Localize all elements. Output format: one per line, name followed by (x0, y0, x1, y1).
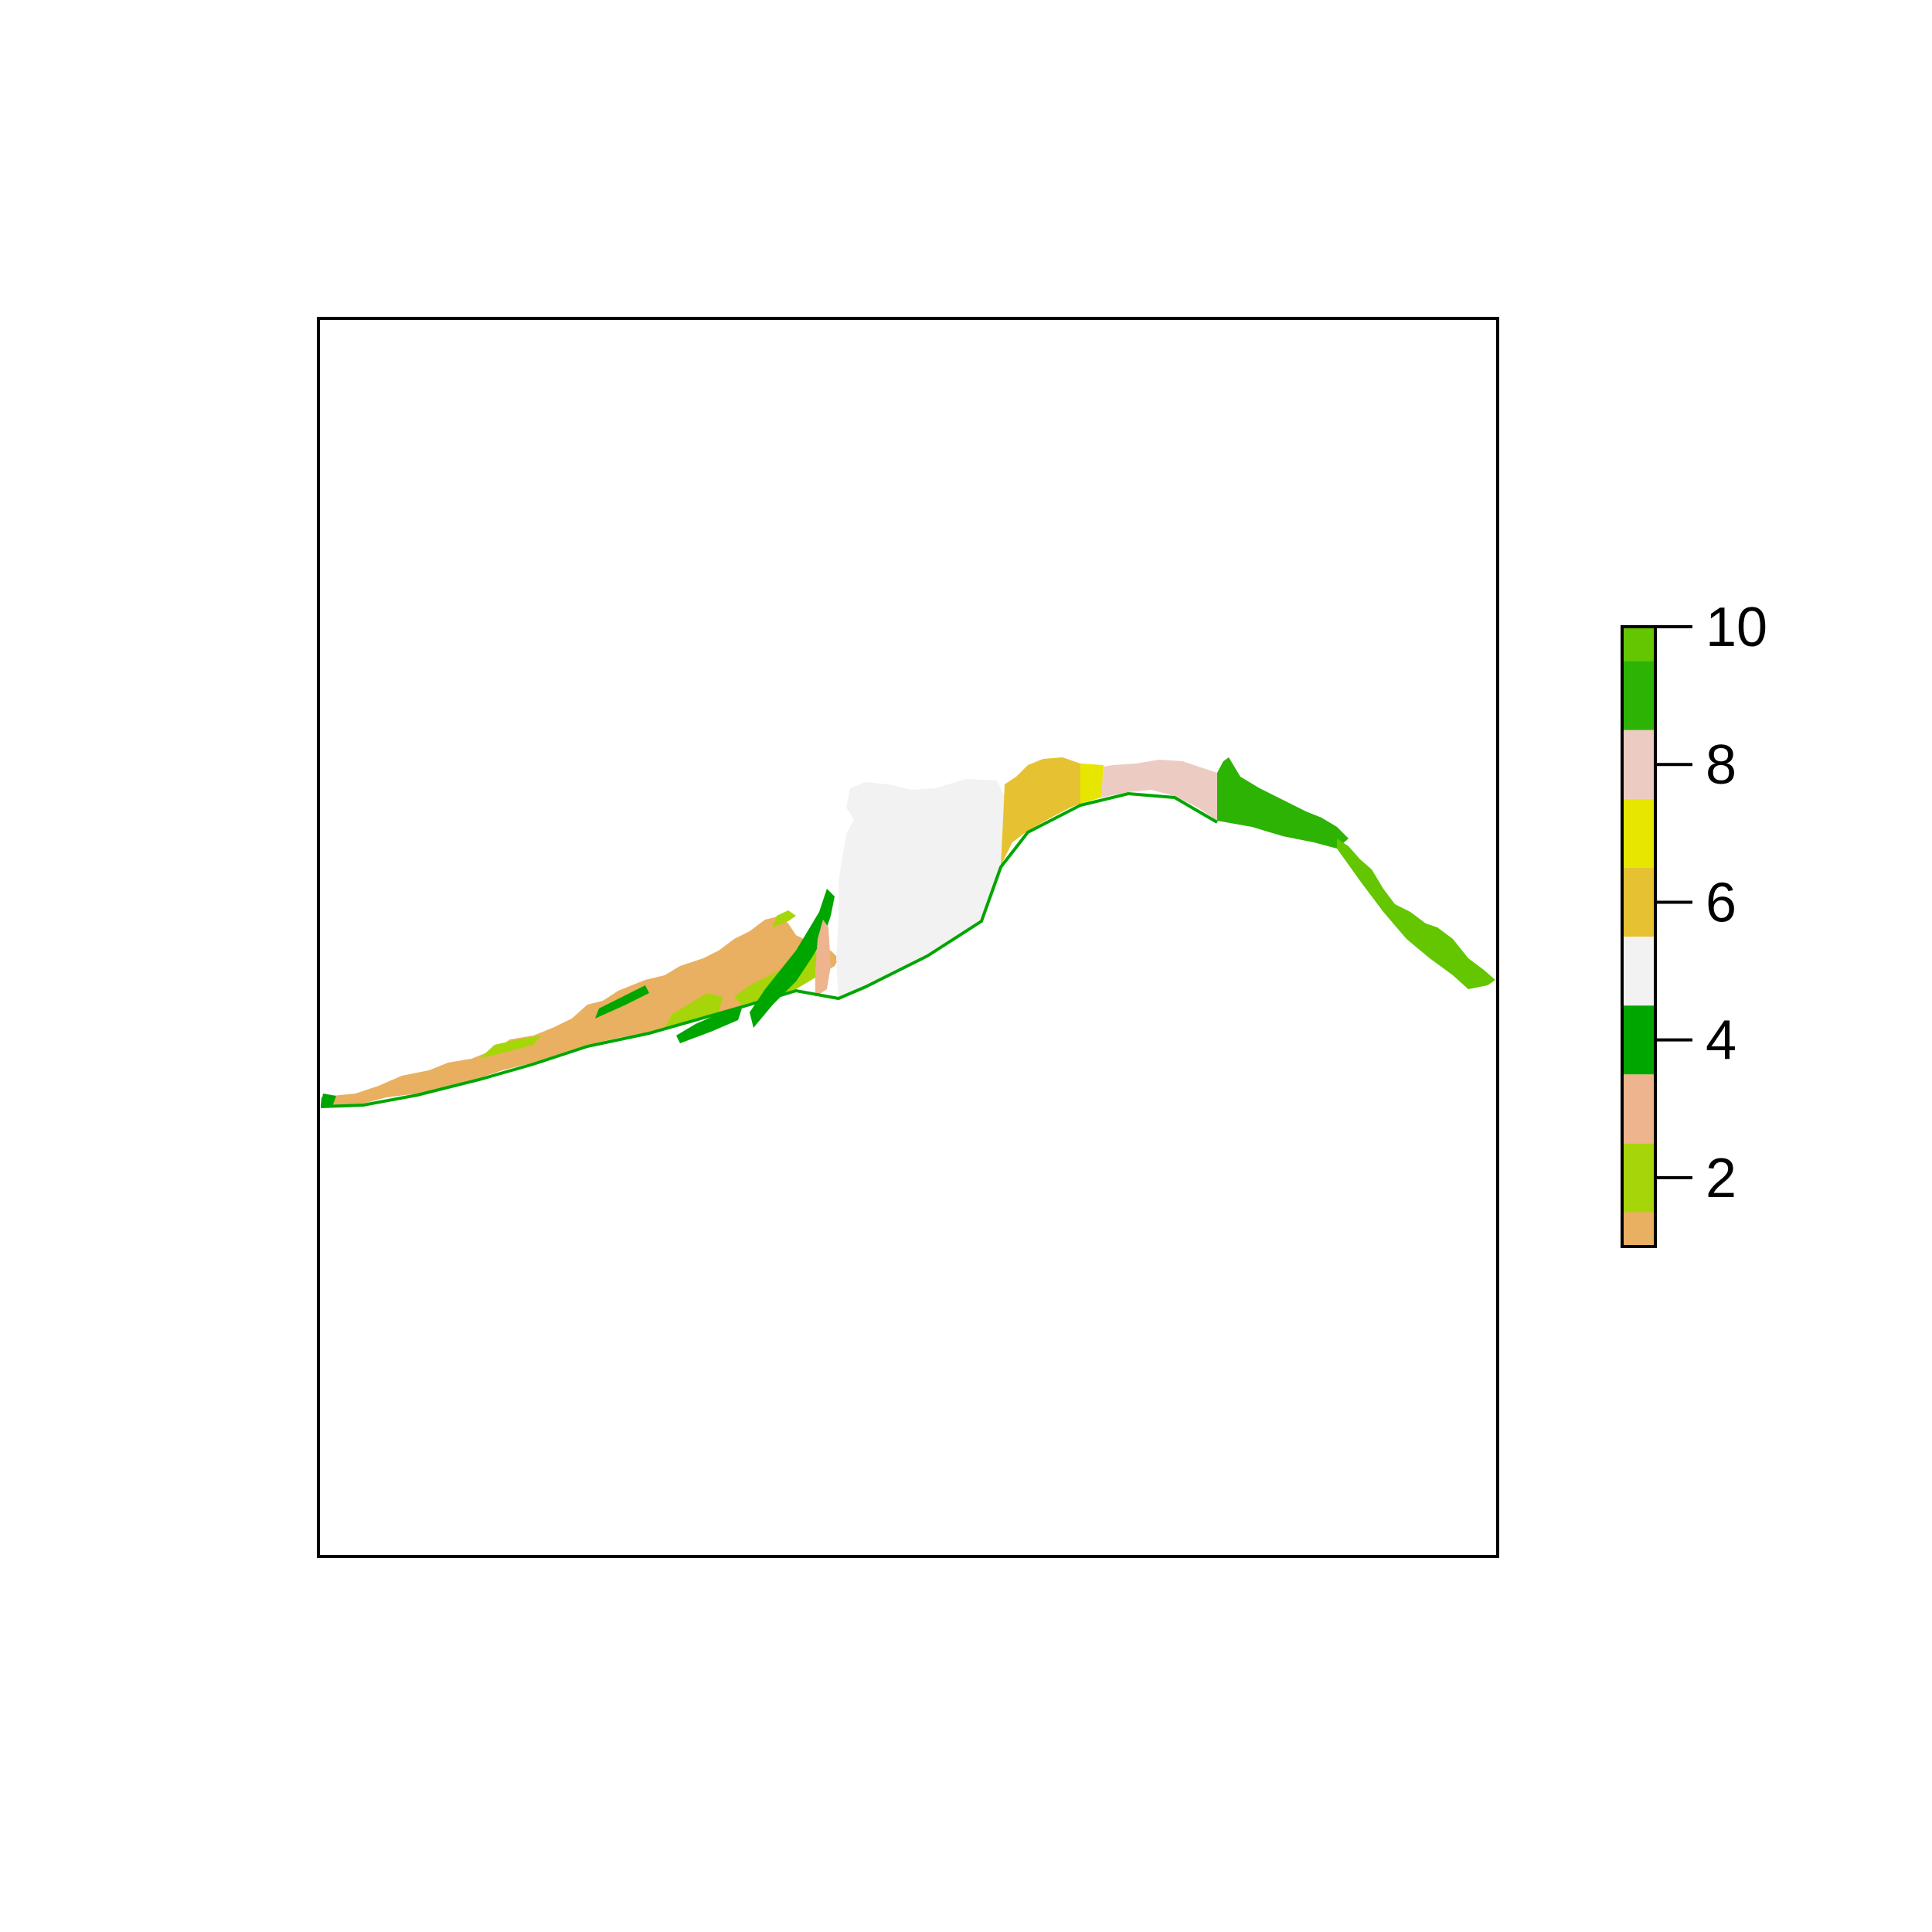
legend-border (1621, 625, 1657, 1248)
legend-swatch-2 (1622, 1143, 1655, 1213)
legend-swatch-6 (1622, 867, 1655, 937)
region-central-pink-area (1101, 760, 1217, 821)
legend-tick-label: 2 (1706, 1148, 1736, 1209)
coastline-edge (320, 791, 1219, 1108)
legend-tick-label: 10 (1706, 597, 1767, 658)
region-west-pink-sliver (815, 920, 831, 997)
region-west-mixed-coast (321, 916, 838, 1107)
legend-swatch-4 (1622, 1005, 1655, 1075)
legend-swatch-1 (1622, 1212, 1655, 1247)
region-west-green-patches (479, 910, 819, 1059)
region-central-grey-area (836, 779, 1005, 997)
region-central-gold-area (1001, 757, 1080, 866)
legend-swatch-7 (1622, 798, 1655, 868)
legend-tick-label: 4 (1706, 1010, 1736, 1072)
legend-tick-label: 6 (1706, 872, 1736, 934)
legend-swatch-3 (1622, 1074, 1655, 1144)
legend-swatch-10 (1622, 627, 1655, 662)
region-east-lime-area (1337, 838, 1495, 989)
legend-color-bar (1622, 627, 1655, 1247)
legend: 2 4 6 8 10 (1621, 597, 1767, 1248)
legend-swatch-8 (1622, 730, 1655, 799)
region-east-green-area (1217, 757, 1349, 849)
map-panel (317, 317, 1499, 1558)
legend-ticks: 2 4 6 8 10 (1655, 597, 1767, 1209)
legend-tick-label: 8 (1706, 734, 1736, 796)
legend-swatch-9 (1622, 661, 1655, 730)
legend-swatch-5 (1622, 937, 1655, 1006)
region-central-yellow-strip (1080, 764, 1104, 804)
